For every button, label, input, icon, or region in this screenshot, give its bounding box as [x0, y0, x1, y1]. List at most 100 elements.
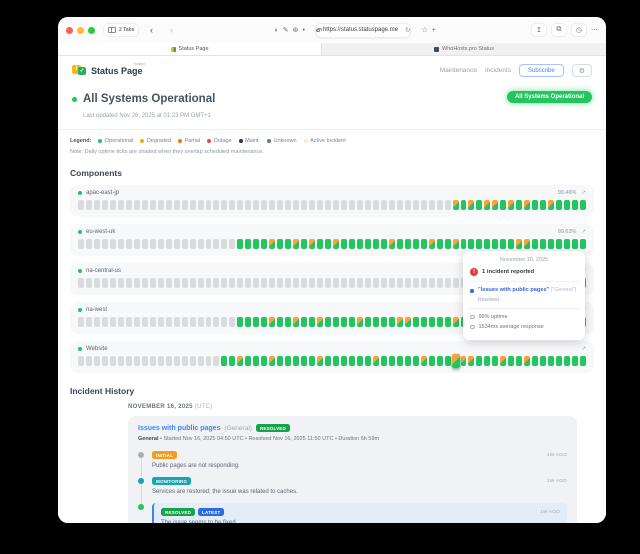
uptime-tick[interactable]	[197, 200, 204, 210]
uptime-tick[interactable]	[261, 239, 268, 249]
uptime-tick[interactable]	[452, 239, 459, 249]
uptime-tick[interactable]	[125, 317, 132, 327]
uptime-tick[interactable]	[524, 356, 531, 366]
uptime-tick[interactable]	[452, 200, 459, 210]
uptime-ticks[interactable]	[78, 353, 586, 369]
uptime-tick[interactable]	[221, 278, 228, 288]
uptime-tick[interactable]	[101, 317, 108, 327]
uptime-tick[interactable]	[348, 317, 355, 327]
uptime-tick[interactable]	[404, 200, 411, 210]
uptime-tick[interactable]	[78, 239, 84, 249]
uptime-tick[interactable]	[237, 317, 244, 327]
uptime-tick[interactable]	[364, 200, 371, 210]
uptime-tick[interactable]	[109, 278, 116, 288]
uptime-ticks[interactable]	[78, 239, 586, 249]
uptime-tick[interactable]	[141, 200, 148, 210]
uptime-tick[interactable]	[404, 239, 411, 249]
uptime-tick[interactable]	[205, 317, 212, 327]
expand-icon[interactable]: ↗	[581, 190, 586, 196]
uptime-tick[interactable]	[269, 278, 276, 288]
uptime-tick[interactable]	[508, 200, 515, 210]
uptime-tick[interactable]	[253, 317, 260, 327]
uptime-tick[interactable]	[197, 239, 204, 249]
uptime-tick[interactable]	[213, 239, 220, 249]
uptime-tick[interactable]	[197, 356, 204, 366]
incident-title-link[interactable]: Issues with public pages	[138, 424, 221, 432]
uptime-tick[interactable]	[317, 278, 324, 288]
uptime-tick[interactable]	[117, 356, 124, 366]
uptime-tick[interactable]	[165, 317, 172, 327]
uptime-tick[interactable]	[109, 239, 116, 249]
uptime-tick[interactable]	[388, 200, 395, 210]
uptime-tick[interactable]	[468, 356, 475, 366]
uptime-tick[interactable]	[173, 278, 180, 288]
uptime-tick[interactable]	[540, 356, 547, 366]
uptime-tick[interactable]	[516, 356, 523, 366]
expand-icon[interactable]: ↗	[581, 346, 586, 352]
uptime-tick[interactable]	[245, 317, 252, 327]
uptime-tick[interactable]	[189, 317, 196, 327]
uptime-tick[interactable]	[580, 239, 586, 249]
uptime-tick[interactable]	[293, 200, 300, 210]
reload-icon[interactable]: ↻	[405, 27, 411, 34]
uptime-tick[interactable]	[133, 278, 140, 288]
uptime-tick[interactable]	[532, 200, 539, 210]
uptime-tick[interactable]	[237, 239, 244, 249]
uptime-tick[interactable]	[516, 200, 523, 210]
uptime-tick[interactable]	[149, 200, 156, 210]
uptime-tick[interactable]	[229, 278, 236, 288]
uptime-tick[interactable]	[451, 353, 460, 369]
extensions-icon[interactable]: ⊛	[292, 27, 299, 34]
uptime-tick[interactable]	[460, 356, 467, 366]
uptime-tick[interactable]	[101, 278, 108, 288]
uptime-tick[interactable]	[133, 200, 140, 210]
uptime-tick[interactable]	[149, 278, 156, 288]
uptime-tick[interactable]	[245, 239, 252, 249]
uptime-tick[interactable]	[285, 278, 292, 288]
brand-logo[interactable]: ! ✓ Status Page hosted	[72, 62, 145, 77]
uptime-tick[interactable]	[380, 356, 387, 366]
uptime-tick[interactable]	[372, 200, 379, 210]
uptime-tick[interactable]	[348, 278, 355, 288]
uptime-tick[interactable]	[157, 278, 164, 288]
uptime-tick[interactable]	[484, 356, 491, 366]
uptime-tick[interactable]	[101, 356, 108, 366]
uptime-tick[interactable]	[285, 239, 292, 249]
uptime-tick[interactable]	[213, 356, 220, 366]
uptime-tick[interactable]	[348, 356, 355, 366]
uptime-tick[interactable]	[157, 356, 164, 366]
uptime-tick[interactable]	[388, 278, 395, 288]
uptime-tick[interactable]	[229, 356, 236, 366]
uptime-tick[interactable]	[572, 200, 579, 210]
uptime-tick[interactable]	[181, 278, 188, 288]
uptime-tick[interactable]	[269, 356, 276, 366]
uptime-tick[interactable]	[356, 278, 363, 288]
uptime-tick[interactable]	[524, 200, 531, 210]
uptime-tick[interactable]	[340, 239, 347, 249]
uptime-tick[interactable]	[261, 278, 268, 288]
uptime-tick[interactable]	[428, 356, 435, 366]
uptime-tick[interactable]	[412, 239, 419, 249]
uptime-tick[interactable]	[293, 356, 300, 366]
uptime-tick[interactable]	[293, 278, 300, 288]
more-menu-icon[interactable]: ⋯	[591, 27, 599, 34]
uptime-tick[interactable]	[348, 200, 355, 210]
uptime-tick[interactable]	[93, 278, 100, 288]
uptime-tick[interactable]	[380, 239, 387, 249]
uptime-tick[interactable]	[364, 317, 371, 327]
uptime-tick[interactable]	[125, 278, 132, 288]
uptime-tick[interactable]	[548, 356, 555, 366]
uptime-tick[interactable]	[356, 356, 363, 366]
uptime-tick[interactable]	[396, 200, 403, 210]
subscribe-button[interactable]: Subscribe	[519, 64, 564, 77]
minimize-window-button[interactable]	[77, 26, 84, 34]
uptime-tick[interactable]	[396, 239, 403, 249]
uptime-tick[interactable]	[141, 239, 148, 249]
uptime-tick[interactable]	[388, 317, 395, 327]
uptime-tick[interactable]	[309, 239, 316, 249]
uptime-tick[interactable]	[301, 239, 308, 249]
uptime-tick[interactable]	[460, 200, 467, 210]
uptime-tick[interactable]	[78, 317, 84, 327]
uptime-tick[interactable]	[548, 239, 555, 249]
sidebar-toggle-button[interactable]: 2 Tabs	[103, 23, 140, 37]
